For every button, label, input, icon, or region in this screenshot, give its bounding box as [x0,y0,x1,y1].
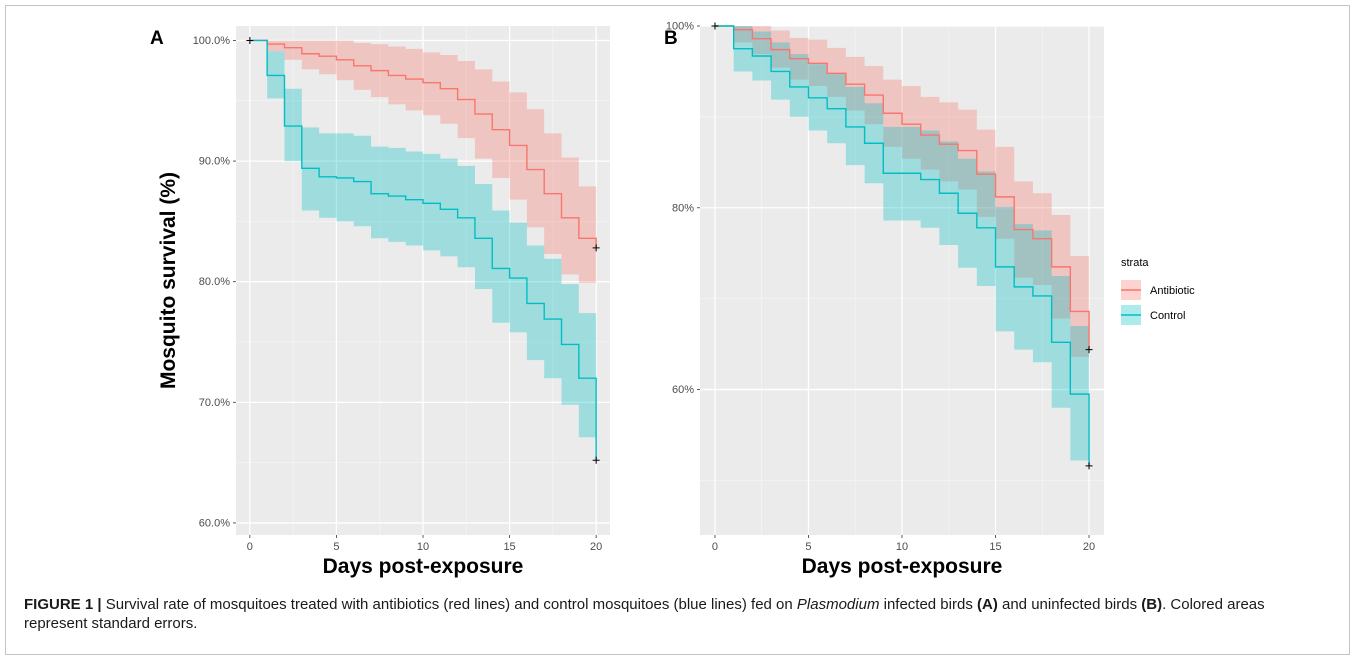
error-band-antibiotic [249,40,597,283]
panel-a: 60.0% 70.0% 80.0% 90.0% 100.0% 0 5 10 15 20 Days p… [150,26,610,578]
x-tick-label: 20 [590,541,602,553]
y-tick-label: 100.0% [193,35,231,47]
figure-caption: FIGURE 1 | Survival rate of mosquitoes t… [24,595,1324,633]
caption-text: . Colored areas represent standard error… [24,596,1265,632]
censor-mark-control [1085,462,1093,470]
x-tick-label: 10 [417,541,429,553]
y-axis-title: Mosquito survival (%) [157,172,180,389]
censor-mark-start [246,36,254,44]
error-band-antibiotic [714,26,1090,357]
x-tick-label: 0 [712,541,718,553]
panel-label: B [664,28,678,49]
caption-figure-label: FIGURE 1 | [24,596,102,613]
panel-label: A [150,28,164,49]
x-tick-label: 20 [1083,541,1095,553]
x-axis-title: Days post-exposure [323,555,524,578]
figure-frame [5,5,1350,655]
caption-genus: Plasmodium [796,596,880,613]
legend-label-control: Control [1150,310,1185,322]
error-band-control [249,40,597,438]
caption-ref-a: (A) [977,596,998,613]
censor-mark-antibiotic [1085,346,1093,354]
x-tick-label: 10 [896,541,908,553]
x-tick-label: 5 [805,541,811,553]
panel-b: 60% 80% 100% 0 5 10 15 20 Days post-exposure B [664,21,1104,578]
caption-text: and uninfected birds [997,596,1142,613]
y-tick-label: 60.0% [199,517,230,529]
x-tick-label: 15 [989,541,1001,553]
y-tick-label: 80% [672,202,694,214]
survival-line-control [714,25,1090,466]
survival-line-antibiotic [714,25,1090,350]
y-tick-label: 60% [672,384,694,396]
survival-line-control [249,39,597,461]
caption-text: infected birds [879,596,977,613]
censor-mark-control [592,456,600,464]
y-tick-label: 90.0% [199,156,230,168]
x-tick-label: 0 [247,541,253,553]
y-tick-label: 80.0% [199,276,230,288]
caption-ref-b: (B) [1141,596,1163,613]
y-tick-label: 100% [666,21,694,33]
legend-label-antibiotic: Antibiotic [1150,285,1195,297]
error-band-control [714,26,1090,461]
x-tick-label: 5 [333,541,339,553]
y-tick-label: 70.0% [199,397,230,409]
survival-line-antibiotic [249,39,597,248]
caption-text: Survival rate of mosquitoes treated with… [101,596,797,613]
legend-title: strata [1121,257,1149,269]
x-tick-label: 15 [503,541,515,553]
x-axis-title: Days post-exposure [802,555,1003,578]
legend: strata Antibiotic Control [1121,257,1195,325]
censor-mark-start [711,22,719,30]
censor-mark-antibiotic [592,244,600,252]
